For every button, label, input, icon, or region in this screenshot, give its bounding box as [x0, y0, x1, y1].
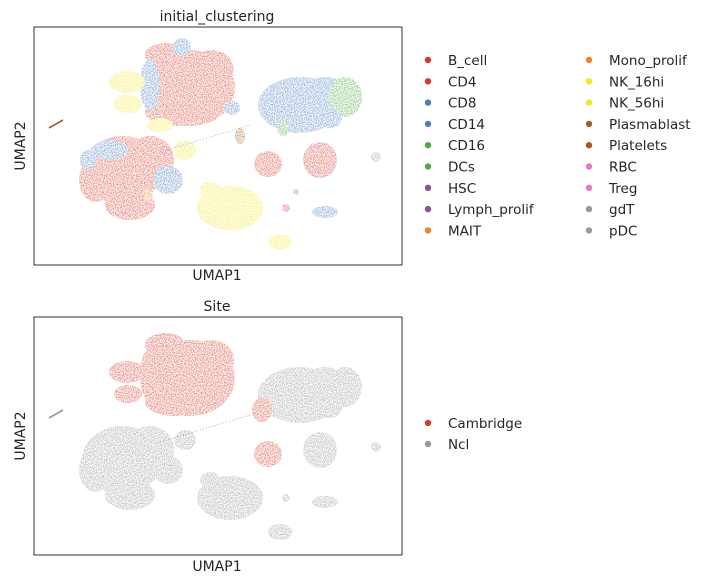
legend-item: Mono_prolif [585, 53, 688, 69]
legend-item: Platelets [585, 138, 667, 154]
legend-marker [424, 142, 432, 149]
legend-label: MAIT [448, 223, 482, 239]
legend: Cambridge Ncl [424, 416, 522, 453]
legend-marker [424, 120, 432, 128]
legend-label: Plasmablast [609, 117, 691, 133]
legend: B_cell CD4 CD8 CD14 CD16 DCs HSC Lymph_prolif MA… [424, 53, 691, 239]
legend-label: NK_56hi [609, 96, 664, 112]
legend-marker [585, 163, 593, 170]
umap-plot-site: Site [13, 299, 522, 575]
legend-label: CD8 [448, 96, 476, 112]
legend-label: Lymph_prolif [448, 202, 535, 218]
legend-marker [424, 440, 432, 448]
legend-item: RBC [585, 160, 637, 176]
legend-marker [424, 163, 432, 170]
plot-title: Site [204, 299, 231, 315]
legend-marker [424, 78, 432, 85]
legend-marker [585, 184, 593, 191]
legend-label: Cambridge [448, 416, 522, 432]
plot-title: initial_clustering [160, 9, 275, 25]
legend-label: DCs [448, 160, 475, 176]
legend-item: MAIT [424, 223, 482, 239]
legend-marker [585, 120, 593, 128]
legend-marker [585, 56, 593, 64]
legend-label: RBC [609, 160, 637, 176]
legend-item: pDC [585, 223, 637, 239]
legend-marker [585, 78, 593, 85]
legend-item: Ncl [424, 437, 469, 453]
legend-item: NK_56hi [585, 96, 664, 112]
legend-item: gdT [585, 202, 635, 218]
legend-label: Platelets [609, 138, 667, 154]
legend-item: CD16 [424, 138, 485, 154]
legend-marker [585, 205, 593, 213]
legend-label: B_cell [448, 53, 487, 69]
legend-item: Lymph_prolif [424, 202, 535, 218]
legend-marker [424, 227, 432, 234]
x-axis-label: UMAP1 [192, 268, 241, 284]
plot-frame [33, 316, 403, 556]
legend-marker [585, 142, 593, 149]
legend-label: NK_16hi [609, 74, 664, 90]
legend-item: CD4 [424, 74, 476, 90]
legend-label: CD14 [448, 117, 485, 133]
legend-item: NK_16hi [585, 74, 664, 90]
legend-marker [424, 205, 432, 213]
legend-item: Treg [585, 181, 637, 197]
legend-item: B_cell [424, 53, 487, 69]
legend-item: CD8 [424, 96, 476, 112]
legend-marker [424, 56, 432, 64]
legend-item: Plasmablast [585, 117, 691, 133]
legend-label: HSC [448, 181, 476, 197]
legend-item: HSC [424, 181, 476, 197]
legend-marker [424, 419, 432, 427]
umap-scatter-cells [48, 38, 381, 250]
legend-label: Mono_prolif [609, 53, 688, 69]
umap-plot-initial-clustering: initial_clustering [13, 9, 691, 284]
plot-frame [33, 26, 403, 266]
legend-label: CD4 [448, 74, 476, 90]
legend-label: Ncl [448, 437, 469, 453]
legend-marker [424, 184, 432, 191]
legend-marker [585, 227, 593, 234]
legend-marker [424, 99, 432, 106]
legend-label: gdT [609, 202, 635, 218]
y-axis-label: UMAP2 [13, 411, 29, 460]
legend-item: Cambridge [424, 416, 522, 432]
y-axis-label: UMAP2 [13, 121, 29, 170]
legend-item: CD14 [424, 117, 485, 133]
legend-label: pDC [609, 223, 637, 239]
legend-label: Treg [608, 181, 637, 197]
legend-label: CD16 [448, 138, 485, 154]
legend-marker [585, 99, 593, 106]
x-axis-label: UMAP1 [192, 559, 241, 575]
umap-scatter-cells [48, 333, 381, 540]
legend-item: DCs [424, 160, 475, 176]
